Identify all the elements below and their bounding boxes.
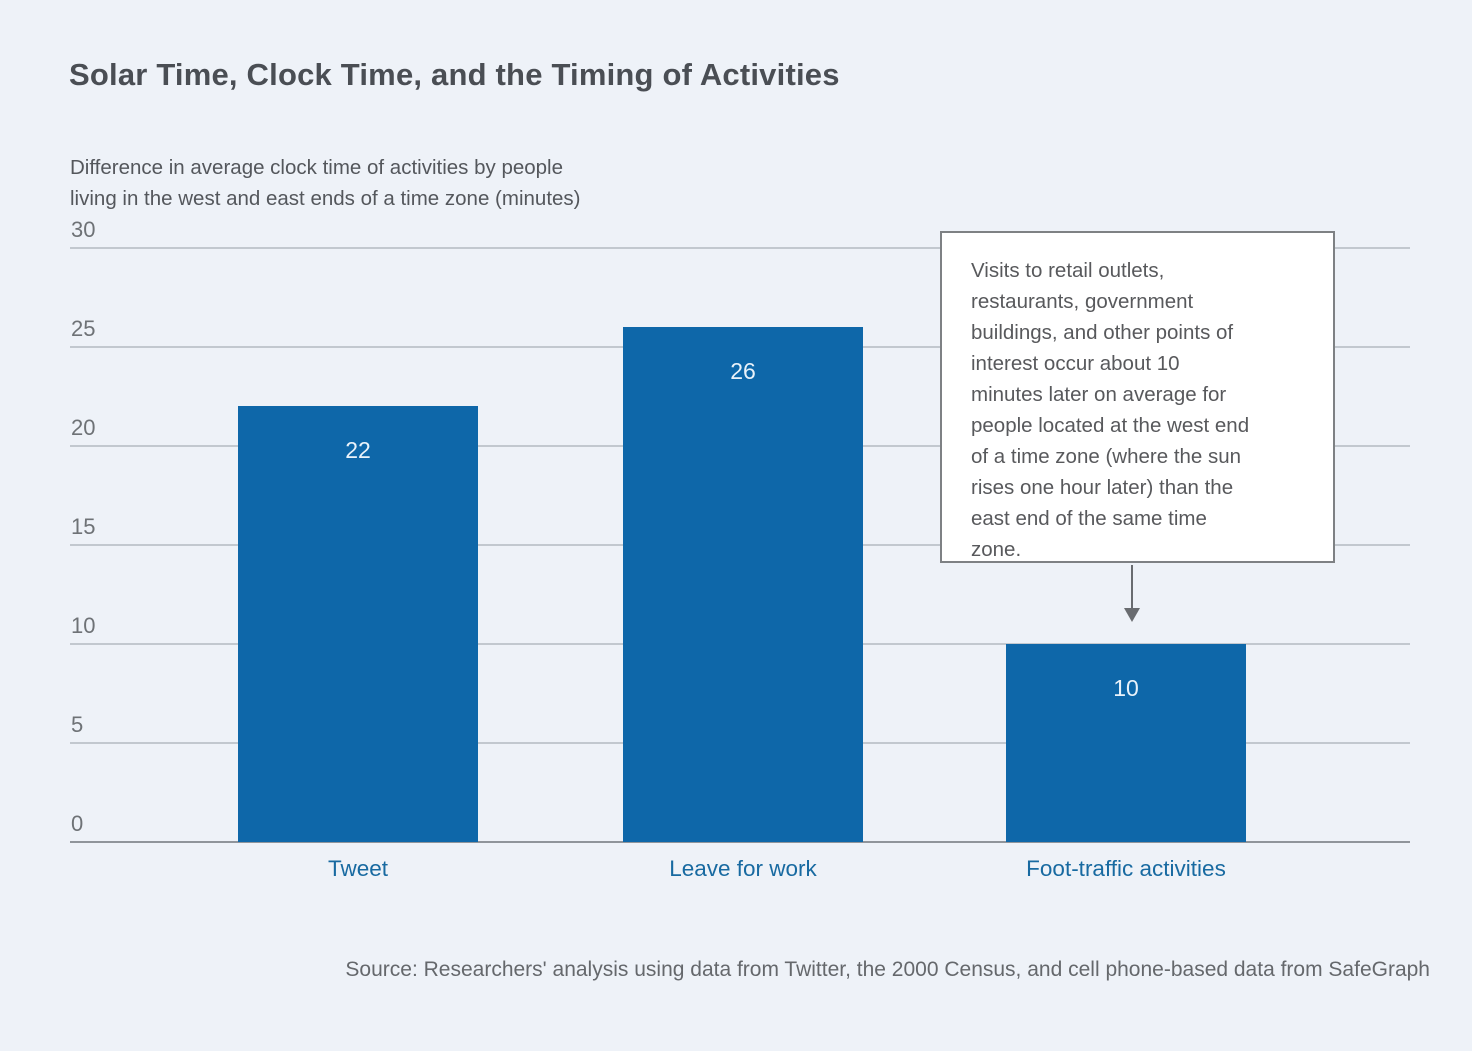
annotation-callout: Visits to retail outlets, restaurants, g… — [940, 231, 1335, 563]
y-tick-label: 30 — [71, 217, 96, 242]
bar-tweet: 22 — [238, 406, 478, 842]
x-axis-line — [70, 841, 1410, 843]
bar-leave-for-work: 26 — [623, 327, 863, 842]
bar-foot-traffic-activities: 10 — [1006, 644, 1246, 842]
y-tick-label: 0 — [71, 811, 84, 836]
x-category-label: Foot-traffic activities — [1026, 856, 1226, 881]
bar-value-label: 26 — [730, 358, 756, 384]
bar-value-label: 10 — [1113, 675, 1139, 701]
chart-subtitle: Difference in average clock time of acti… — [70, 156, 581, 210]
gridline — [70, 247, 1410, 249]
source-note: Source: Researchers' analysis using data… — [345, 958, 1430, 981]
y-tick-label: 10 — [71, 613, 96, 638]
x-category-label: Tweet — [327, 856, 389, 881]
annotation-arrow — [1131, 565, 1133, 609]
x-category-label: Leave for work — [669, 856, 817, 881]
y-tick-label: 15 — [71, 514, 96, 539]
y-tick-label: 25 — [71, 316, 96, 341]
bar-value-label: 22 — [345, 437, 371, 463]
y-tick-label: 5 — [71, 712, 84, 737]
annotation-arrow-head-icon — [1124, 608, 1140, 622]
chart-title: Solar Time, Clock Time, and the Timing o… — [69, 57, 840, 92]
y-tick-label: 20 — [71, 415, 96, 440]
